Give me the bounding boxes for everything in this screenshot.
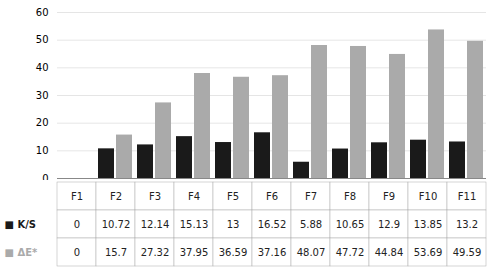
svg-text:F2: F2 (110, 191, 122, 202)
svg-text:■ ΔE*: ■ ΔE* (5, 247, 39, 258)
svg-text:0: 0 (42, 173, 48, 180)
svg-text:10: 10 (36, 145, 49, 156)
svg-text:0: 0 (74, 219, 80, 230)
svg-text:0: 0 (74, 247, 80, 258)
svg-text:48.07: 48.07 (297, 247, 326, 258)
svg-text:37.16: 37.16 (258, 247, 287, 258)
svg-text:53.69: 53.69 (414, 247, 443, 258)
svg-text:60: 60 (36, 7, 49, 18)
svg-text:13: 13 (227, 219, 240, 230)
svg-text:F5: F5 (227, 191, 239, 202)
svg-text:F1: F1 (71, 191, 83, 202)
svg-text:47.72: 47.72 (336, 247, 365, 258)
svg-text:16.52: 16.52 (258, 219, 287, 230)
svg-text:10.72: 10.72 (102, 219, 131, 230)
svg-text:F7: F7 (305, 191, 317, 202)
svg-text:10.65: 10.65 (336, 219, 365, 230)
svg-text:30: 30 (36, 90, 49, 101)
svg-text:12.9: 12.9 (378, 219, 400, 230)
svg-text:■ K/S: ■ K/S (5, 219, 37, 230)
svg-text:44.84: 44.84 (375, 247, 404, 258)
svg-text:F6: F6 (266, 191, 278, 202)
svg-text:15.13: 15.13 (180, 219, 209, 230)
svg-text:F9: F9 (383, 191, 395, 202)
svg-text:40: 40 (36, 62, 49, 73)
svg-text:F8: F8 (344, 191, 356, 202)
svg-text:13.2: 13.2 (456, 219, 478, 230)
svg-text:49.59: 49.59 (453, 247, 482, 258)
svg-text:20: 20 (36, 117, 49, 128)
svg-text:12.14: 12.14 (141, 219, 170, 230)
svg-text:F11: F11 (458, 191, 476, 202)
svg-text:5.88: 5.88 (300, 219, 322, 230)
svg-text:50: 50 (36, 34, 49, 45)
svg-text:15.7: 15.7 (105, 247, 127, 258)
svg-text:36.59: 36.59 (219, 247, 248, 258)
svg-text:37.95: 37.95 (180, 247, 209, 258)
svg-text:F4: F4 (188, 191, 200, 202)
svg-text:27.32: 27.32 (141, 247, 170, 258)
svg-text:F10: F10 (419, 191, 437, 202)
svg-text:F3: F3 (149, 191, 161, 202)
svg-text:13.85: 13.85 (414, 219, 443, 230)
